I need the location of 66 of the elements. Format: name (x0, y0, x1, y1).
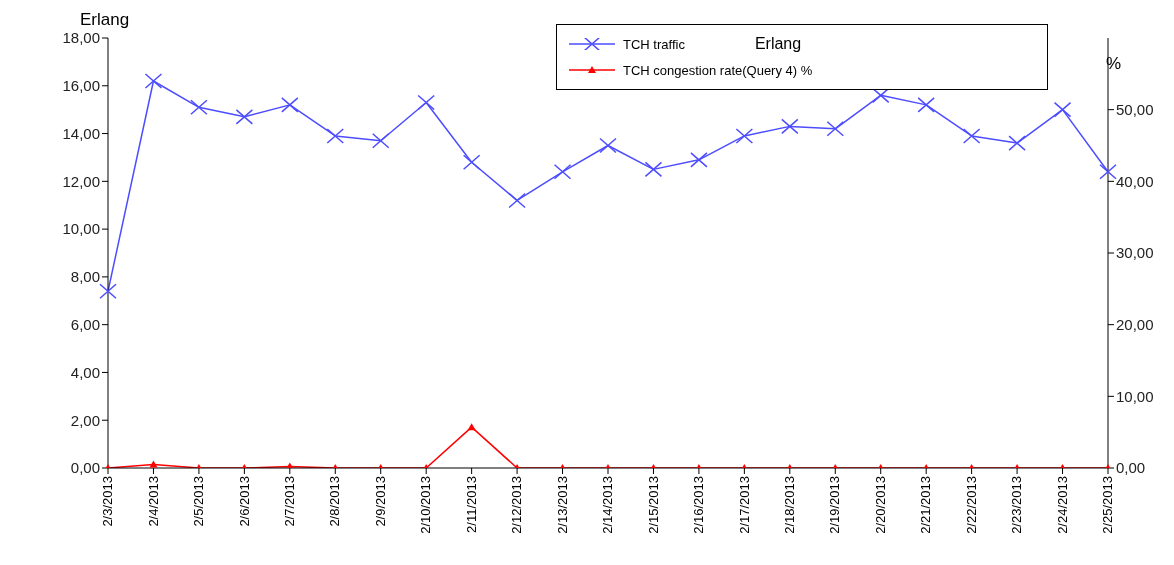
y2-tick-label: 0,00 (1116, 459, 1146, 477)
point (508, 192, 526, 209)
y-tick-label: 10,00 (62, 220, 100, 238)
y2-tick-label: 40,00 (1116, 172, 1154, 190)
point (599, 137, 617, 154)
x-tick-label: 2/10/2013 (418, 476, 434, 534)
y-axis-title: Erlang (80, 10, 130, 30)
y2-tick-label: 20,00 (1116, 315, 1154, 333)
point (735, 128, 754, 144)
x-tick-label: 2/12/2013 (509, 476, 525, 534)
point (1099, 164, 1117, 180)
x-tick-label: 2/6/2013 (236, 476, 252, 527)
x-tick-label: 2/9/2013 (372, 476, 388, 527)
y-tick-label: 2,00 (70, 411, 100, 429)
point (1008, 135, 1026, 151)
y2-tick-label: 10,00 (1116, 387, 1154, 405)
x-tick-label: 2/14/2013 (600, 476, 616, 534)
x-tick-label: 2/11/2013 (463, 476, 479, 533)
y-tick-label: 6,00 (70, 315, 100, 333)
point (644, 161, 663, 178)
x-tick-label: 2/23/2013 (1009, 476, 1025, 534)
x-tick-label: 2/16/2013 (691, 476, 707, 534)
x-tick-label: 2/8/2013 (327, 476, 343, 527)
y-tick-label: 0,00 (70, 459, 100, 477)
x-tick-label: 2/17/2013 (736, 476, 752, 534)
y-tick-label: 14,00 (62, 124, 100, 142)
point (826, 121, 845, 137)
point (281, 97, 299, 113)
y-tick-label: 8,00 (70, 268, 100, 286)
point (690, 152, 708, 168)
y-tick-label: 16,00 (62, 77, 100, 95)
x-tick-label: 2/20/2013 (872, 476, 888, 534)
annotation: Erlang (754, 35, 802, 53)
x-tick-label: 2/19/2013 (827, 476, 843, 534)
x-tick-label: 2/18/2013 (782, 476, 798, 534)
point (962, 128, 981, 144)
point (553, 164, 572, 180)
y2-axis-title: % (1106, 54, 1122, 74)
y-tick-label: 4,00 (70, 363, 100, 381)
legend-label: TCH congestion rate(Query 4) % (623, 62, 813, 78)
point (190, 99, 208, 116)
point (781, 118, 799, 135)
x-tick-label: 2/25/2013 (1100, 476, 1116, 534)
y-tick-label: 18,00 (62, 29, 100, 47)
point (235, 109, 254, 125)
point (1053, 101, 1072, 118)
y-tick-label: 12,00 (62, 172, 100, 190)
point (144, 73, 163, 89)
point (462, 154, 481, 170)
legend-label: TCH traffic (623, 36, 685, 52)
x-tick-label: 2/24/2013 (1054, 476, 1070, 534)
point (371, 132, 390, 149)
x-tick-label: 2/5/2013 (191, 476, 207, 527)
x-tick-label: 2/7/2013 (282, 476, 298, 527)
x-tick-label: 2/21/2013 (918, 476, 934, 534)
x-tick-label: 2/3/2013 (100, 476, 116, 527)
point (917, 97, 935, 113)
point (326, 128, 345, 144)
point (99, 283, 117, 299)
x-tick-label: 2/13/2013 (554, 476, 570, 534)
point (417, 94, 435, 111)
y2-tick-label: 30,00 (1116, 244, 1154, 262)
x-tick-label: 2/4/2013 (145, 476, 161, 527)
x-tick-label: 2/22/2013 (963, 476, 979, 534)
y2-tick-label: 50,00 (1116, 100, 1154, 118)
x-tick-label: 2/15/2013 (645, 476, 661, 534)
